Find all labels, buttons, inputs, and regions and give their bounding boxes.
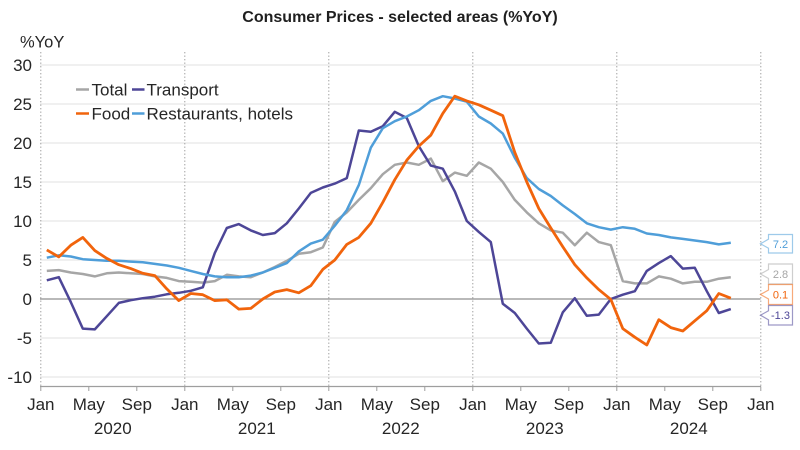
svg-text:May: May [217,395,250,414]
svg-text:5: 5 [23,251,32,270]
svg-text:Sep: Sep [698,395,728,414]
svg-text:30: 30 [13,56,32,75]
svg-text:Jan: Jan [315,395,342,414]
svg-text:0.1: 0.1 [773,290,788,302]
svg-text:15: 15 [13,173,32,192]
svg-text:25: 25 [13,95,32,114]
svg-text:-10: -10 [7,368,32,387]
svg-text:Jan: Jan [27,395,54,414]
svg-text:Jan: Jan [459,395,486,414]
svg-text:May: May [649,395,682,414]
svg-text:10: 10 [13,212,32,231]
svg-text:2.8: 2.8 [773,269,788,281]
svg-text:Transport: Transport [147,81,219,100]
svg-text:Restaurants, hotels: Restaurants, hotels [147,105,293,124]
svg-text:%YoY: %YoY [20,34,64,52]
svg-text:Sep: Sep [122,395,152,414]
svg-text:7.2: 7.2 [773,239,788,251]
svg-text:Sep: Sep [266,395,296,414]
svg-text:May: May [361,395,394,414]
svg-text:Jan: Jan [171,395,198,414]
svg-text:2024: 2024 [670,419,708,438]
svg-text:2020: 2020 [94,419,132,438]
svg-text:May: May [505,395,538,414]
svg-text:Sep: Sep [410,395,440,414]
svg-text:Consumer Prices - selected are: Consumer Prices - selected areas (%YoY) [242,9,557,26]
svg-text:2022: 2022 [382,419,420,438]
svg-text:Sep: Sep [554,395,584,414]
svg-text:0: 0 [23,290,32,309]
svg-text:Food: Food [92,105,131,124]
svg-text:2023: 2023 [526,419,564,438]
svg-text:Total: Total [92,81,128,100]
svg-text:2021: 2021 [238,419,276,438]
svg-text:Jan: Jan [747,395,774,414]
svg-text:May: May [73,395,106,414]
svg-text:-1.3: -1.3 [771,310,790,322]
svg-text:-5: -5 [17,329,32,348]
svg-text:Jan: Jan [603,395,630,414]
svg-text:20: 20 [13,134,32,153]
